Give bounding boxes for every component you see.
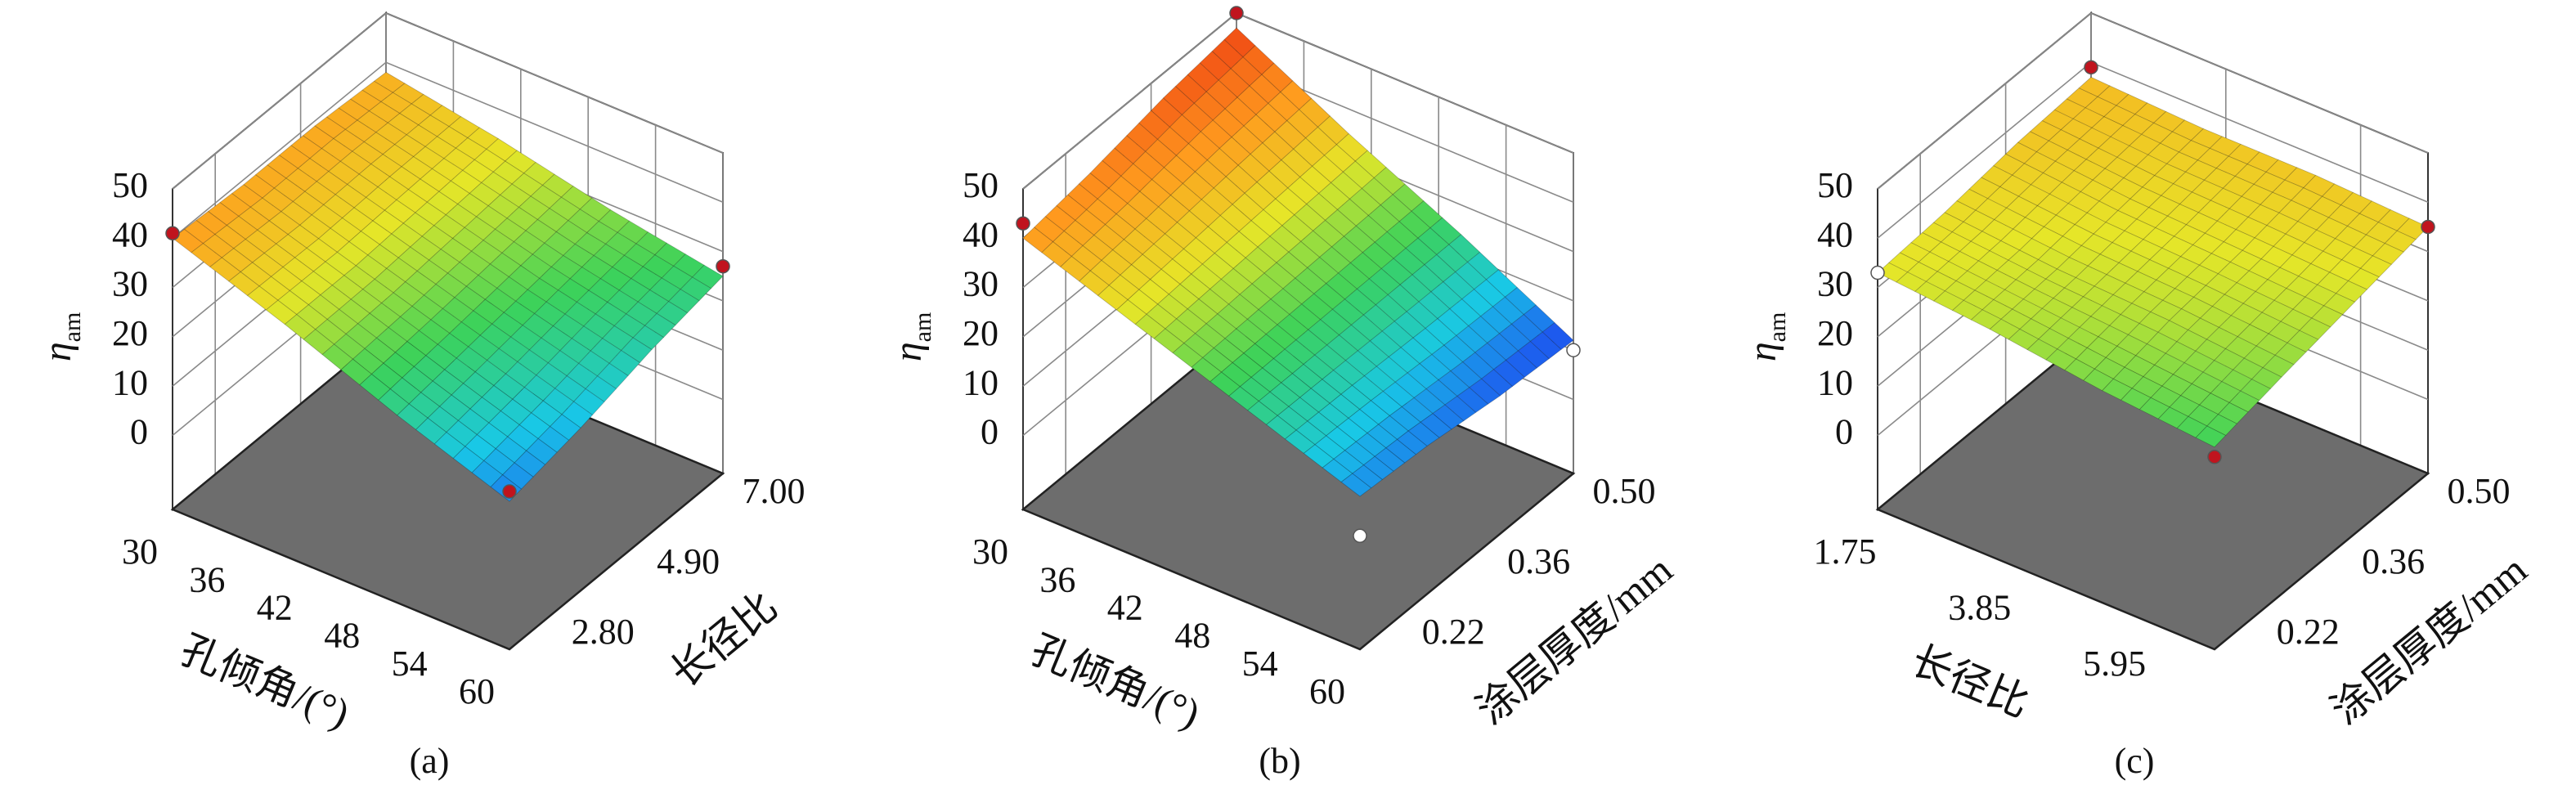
panel-label: (c) — [2115, 741, 2155, 781]
surface-patch — [2195, 425, 2227, 448]
y-axis-label: 涂层厚度/mm — [2322, 546, 2536, 733]
design-point — [2084, 60, 2098, 75]
x-tick-label: 5.95 — [2083, 644, 2146, 684]
surface-patch — [1374, 447, 1406, 472]
surface-patch — [1505, 350, 1537, 378]
floor — [1875, 332, 2430, 651]
surface-patch — [1432, 404, 1465, 430]
z-tick-label: 0 — [1835, 412, 1853, 452]
y-tick-label: 0.50 — [1593, 471, 1656, 511]
surface-patch — [1492, 359, 1525, 388]
y-tick-label: 0.36 — [1507, 541, 1570, 581]
y-tick-label: 0.50 — [2448, 471, 2511, 511]
x-axis-label: 长径比 — [1905, 637, 2035, 726]
x-tick-label: 42 — [1107, 587, 1143, 627]
design-point — [502, 484, 517, 499]
z-tick-label: 30 — [112, 264, 148, 304]
surface-patch — [2372, 243, 2404, 265]
z-axis-label: ηam — [36, 312, 86, 361]
z-tick-label: 40 — [963, 214, 999, 254]
surface-patch — [1352, 464, 1383, 489]
z-tick-label: 30 — [963, 264, 999, 304]
surface-patch — [1340, 473, 1372, 497]
x-tick-label: 3.85 — [1948, 587, 2011, 627]
surface-patch — [1469, 378, 1501, 405]
z-tick-label: 20 — [963, 313, 999, 353]
floor — [1021, 332, 1576, 651]
surface-patch — [1444, 395, 1477, 422]
surface-patch — [2228, 390, 2260, 413]
surface-patch — [1362, 455, 1394, 481]
z-axis-label: ηam — [886, 312, 936, 361]
surface-patch — [2262, 354, 2295, 378]
x-tick-label: 60 — [1309, 671, 1345, 711]
y-tick-label: 2.80 — [572, 612, 635, 652]
z-tick-label: 10 — [963, 362, 999, 402]
x-tick-label: 1.75 — [1814, 532, 1877, 572]
design-point — [2421, 219, 2435, 235]
y-axis-label: 涂层厚度/mm — [1468, 546, 1681, 733]
x-tick-label: 42 — [257, 587, 293, 627]
z-tick-label: 50 — [963, 165, 999, 205]
design-point — [165, 226, 180, 241]
z-axis-label: ηam — [1741, 312, 1791, 361]
x-tick-label: 48 — [1174, 616, 1210, 656]
surface-patch — [2240, 379, 2272, 401]
y-tick-label: 0.22 — [1422, 612, 1485, 652]
surface-patch — [1542, 322, 1574, 350]
z-tick-label: 10 — [1817, 362, 1853, 402]
surface-patch — [1420, 413, 1452, 438]
z-tick-label: 0 — [130, 412, 148, 452]
design-point — [1353, 528, 1367, 544]
z-axis-label-sub: am — [1764, 312, 1791, 343]
z-tick-label: 0 — [981, 412, 999, 452]
panel-label: (a) — [410, 741, 450, 781]
x-tick-label: 54 — [1242, 644, 1278, 684]
z-axis-label-sub: am — [909, 312, 936, 343]
x-tick-label: 60 — [459, 671, 495, 711]
design-point — [1566, 343, 1581, 357]
x-tick-label: 36 — [189, 559, 225, 599]
x-tick-label: 36 — [1039, 559, 1075, 599]
panel-label: (b) — [1259, 741, 1300, 781]
y-tick-label: 4.90 — [657, 541, 720, 581]
design-point — [716, 258, 730, 274]
y-axis-label: 长径比 — [662, 583, 785, 697]
x-tick-label: 54 — [392, 644, 428, 684]
z-axis-label-sub: am — [59, 312, 86, 343]
surface-patch — [2274, 342, 2307, 366]
x-tick-label: 30 — [122, 532, 158, 572]
surface-patch — [1517, 340, 1550, 369]
z-tick-label: 50 — [1817, 165, 1853, 205]
z-tick-label: 30 — [1817, 264, 1853, 304]
y-tick-label: 7.00 — [743, 471, 806, 511]
surface-patch — [2323, 293, 2356, 316]
surface-patch — [525, 437, 558, 465]
z-tick-label: 20 — [1817, 313, 1853, 353]
z-tick-label: 50 — [112, 165, 148, 205]
z-tick-label: 20 — [112, 313, 148, 353]
x-tick-label: 48 — [324, 616, 360, 656]
z-tick-label: 10 — [112, 362, 148, 402]
surface-patch — [1529, 331, 1562, 360]
y-tick-label: 0.22 — [2277, 612, 2340, 652]
surface-patch — [1396, 430, 1428, 455]
design-point — [1016, 216, 1030, 231]
design-point — [2207, 450, 2222, 464]
surface-patch — [1480, 369, 1514, 397]
y-tick-label: 0.36 — [2362, 541, 2425, 581]
design-point — [1229, 6, 1244, 20]
x-tick-label: 30 — [972, 532, 1008, 572]
floor — [170, 332, 725, 651]
z-tick-label: 40 — [112, 214, 148, 254]
surface-patch — [1407, 421, 1440, 446]
z-tick-label: 40 — [1817, 214, 1853, 254]
surface-patch — [2299, 317, 2331, 340]
design-point — [1870, 265, 1885, 280]
